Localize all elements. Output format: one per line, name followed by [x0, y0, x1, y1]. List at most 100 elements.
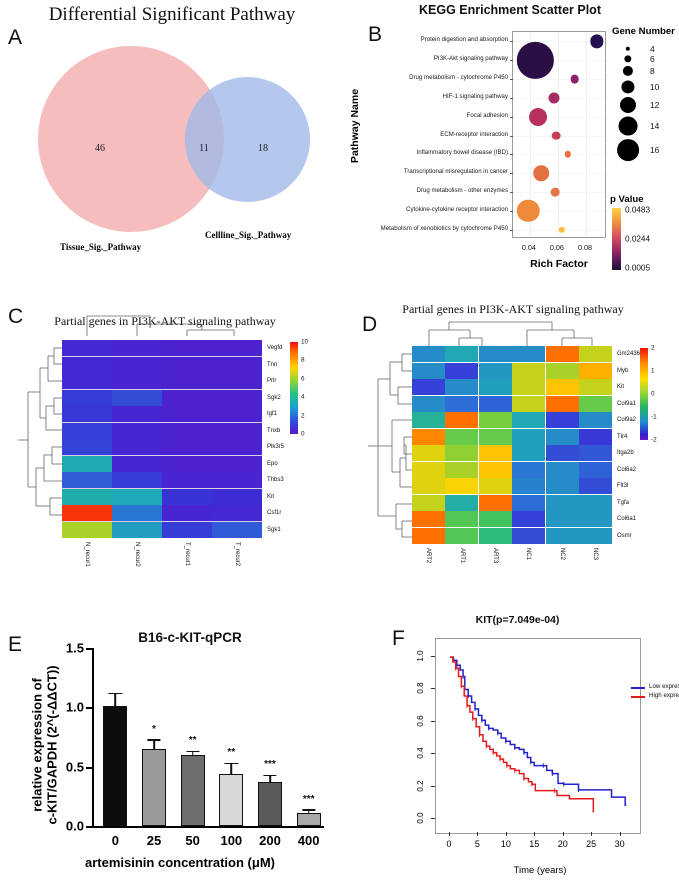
- kegg-bubble[interactable]: [570, 74, 580, 84]
- heatmap-cell: [579, 494, 612, 511]
- pvalue-legend-title: p Value: [610, 194, 644, 205]
- survival-x-tick-label: 10: [500, 839, 511, 849]
- kegg-y-tick: [510, 154, 513, 156]
- bar-column[interactable]: ** 50: [180, 648, 205, 848]
- bar-rect: [142, 748, 166, 826]
- bar-column[interactable]: 0: [103, 648, 128, 848]
- survival-y-tick-label: 1.0: [416, 650, 426, 662]
- heatmap-cell: [545, 494, 579, 511]
- bar-column[interactable]: *** 200: [258, 648, 282, 848]
- kegg-bubble[interactable]: [564, 151, 571, 158]
- kegg-y-tick: [510, 79, 513, 81]
- bar-y-tick: [86, 766, 92, 769]
- heatmap-cell: [579, 478, 612, 495]
- heatmap-c-row-dendrogram: [18, 347, 62, 516]
- heatmap-cell: [579, 395, 612, 412]
- heatmap-row-label: Col9a2: [617, 417, 637, 424]
- kegg-bubble[interactable]: [517, 42, 554, 79]
- heatmap-cell: [162, 406, 212, 423]
- heatmap-cell: [545, 395, 579, 412]
- panel-letter-b: B: [368, 23, 383, 46]
- survival-y-tick: [431, 688, 435, 690]
- heatmap-column-label: T_recur1: [183, 542, 190, 567]
- gene-number-legend-label: 8: [650, 66, 655, 77]
- heatmap-cell: [112, 505, 162, 522]
- heatmap-cell: [112, 389, 162, 406]
- heatmap-cell: [212, 472, 262, 489]
- heatmap-cell: [579, 461, 612, 478]
- heatmap-cell: [478, 379, 512, 396]
- heatmap-cell: [162, 522, 212, 538]
- heatmap-row-label: Tgfa: [617, 499, 630, 506]
- heatmap-scale-label: 8: [301, 356, 305, 364]
- heatmap-cell: [478, 362, 512, 379]
- error-bar-cap: [147, 738, 161, 741]
- kegg-bubble[interactable]: [533, 165, 549, 181]
- heatmap-cell: [62, 356, 112, 373]
- significance-marker: ***: [264, 759, 276, 771]
- heatmap-cell: [478, 428, 512, 445]
- kegg-gridline: [513, 210, 605, 212]
- heatmap-row-label: Tlr4: [617, 433, 628, 440]
- heatmap-row-label: Col6a2: [617, 466, 637, 473]
- bar-plot-area: 0.0 0.5 1.0 1.5 0 * 25 ** 50 ** 100 *** 200 *** 400: [66, 641, 324, 848]
- kegg-bubble[interactable]: [552, 131, 561, 140]
- survival-legend-swatch: [631, 687, 645, 689]
- heatmap-row-label: Sgk2: [267, 394, 281, 401]
- heatmap-scale-label: 0: [651, 390, 655, 398]
- heatmap-cell: [579, 412, 612, 429]
- panel-e-barchart: B16-c-KIT-qPCR E relative expression of …: [0, 600, 340, 890]
- heatmap-cell: [478, 494, 512, 511]
- heatmap-row-label: Epo: [267, 460, 278, 467]
- heatmap-cell: [62, 472, 112, 489]
- heatmap-cell: [62, 406, 112, 423]
- kegg-bubble[interactable]: [529, 107, 548, 126]
- error-bar-cap: [108, 692, 122, 695]
- heatmap-cell: [512, 461, 546, 478]
- heatmap-cell: [545, 428, 579, 445]
- heatmap-cell: [478, 478, 512, 495]
- heatmap-row-label: Vegfd: [267, 345, 283, 352]
- kegg-bubble[interactable]: [558, 226, 566, 233]
- heatmap-cell: [212, 356, 262, 373]
- heatmap-cell: [445, 461, 479, 478]
- heatmap-cell: [212, 389, 262, 406]
- kegg-bubble[interactable]: [548, 92, 560, 104]
- panel-f-survival: KIT(p=7.049e-04) F Low expression High ex…: [340, 600, 679, 890]
- heatmap-row-label: Kit: [267, 493, 275, 500]
- heatmap-column-label: ART1: [458, 548, 465, 564]
- bar-column[interactable]: * 25: [142, 648, 166, 848]
- gene-number-legend-dot: [620, 96, 636, 113]
- kegg-x-axis-label: Rich Factor: [530, 258, 588, 270]
- panel-b-kegg: KEGG Enrichment Scatter Plot B Pathway N…: [340, 0, 679, 292]
- heatmap-cell: [412, 511, 445, 528]
- heatmap-column-label: N_recur2: [133, 542, 140, 567]
- bar-column[interactable]: ** 100: [219, 648, 244, 848]
- venn-label-cellline: Cellline_Sig._Pathway: [205, 230, 292, 240]
- significance-marker: *: [152, 723, 156, 735]
- bar-x-axis: [92, 826, 324, 828]
- survival-legend-label: High expression: [649, 692, 679, 699]
- survival-plot-area: Low expression High expression: [435, 638, 679, 834]
- heatmap-cell: [579, 379, 612, 396]
- kegg-pathway-label: Drug metabolism - other enzymes: [416, 186, 508, 194]
- heatmap-cell: [445, 428, 479, 445]
- bar-rect: [103, 706, 128, 826]
- bar-rect: [219, 773, 244, 826]
- bar-column[interactable]: *** 400: [296, 648, 321, 848]
- heatmap-row-label: Itga2b: [617, 450, 634, 457]
- heatmap-scale-label: 6: [301, 375, 305, 383]
- heatmap-row-label: Sgk1: [267, 526, 281, 533]
- kegg-bubble[interactable]: [550, 187, 560, 197]
- survival-y-tick-label: 0.0: [416, 812, 426, 824]
- kegg-y-tick: [510, 210, 513, 212]
- kegg-bubble[interactable]: [590, 34, 604, 49]
- survival-title: KIT(p=7.049e-04): [475, 614, 560, 626]
- heatmap-cell: [162, 455, 212, 472]
- bar-y-tick: [86, 826, 92, 828]
- kegg-bubble[interactable]: [517, 199, 540, 223]
- heatmap-cell: [112, 455, 162, 472]
- heatmap-cell: [162, 472, 212, 489]
- bar-y-axis: [92, 648, 94, 828]
- heatmap-cell: [512, 494, 546, 511]
